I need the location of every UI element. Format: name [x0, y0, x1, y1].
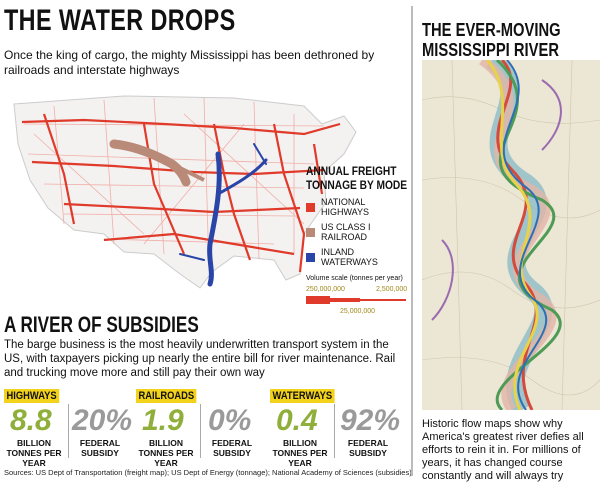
main-title: THE WATER DROPS — [4, 4, 236, 37]
highways-tonnes: 8.8 — [10, 404, 52, 437]
sources-note: Sources: US Dept of Transportation (frei… — [4, 468, 412, 477]
railroad-swatch — [306, 227, 315, 237]
legend-label-highways: NATIONAL HIGHWAYS — [321, 197, 370, 217]
column-divider — [411, 6, 413, 476]
waterways-subsidy-label: FEDERAL SUBSIDY — [347, 438, 389, 458]
scale-bar-large — [306, 296, 330, 304]
mode-label-waterways: WATERWAYS — [270, 389, 335, 403]
scale-250m-label: 250,000,000 — [306, 286, 345, 293]
subsidies-body: The barge business is the most heavily u… — [4, 339, 396, 379]
mode-stats: HIGHWAYS 8.8 BILLION TONNES PER YEAR 20%… — [4, 386, 408, 468]
legend-item-railroad: US CLASS I RAILROAD — [306, 222, 410, 242]
legend-label-waterways: INLAND WATERWAYS — [321, 247, 378, 267]
legend-item-highways: NATIONAL HIGHWAYS — [306, 197, 410, 217]
railroads-separator — [200, 404, 201, 458]
right-panel: THE EVER-MOVING MISSISSIPPI RIVER Histor… — [418, 0, 600, 484]
highways-subsidy: 20% — [72, 404, 133, 437]
highways-subsidy-label: FEDERAL SUBSIDY — [79, 438, 121, 458]
railroads-subsidy-label: FEDERAL SUBSIDY — [211, 438, 253, 458]
mode-waterways: WATERWAYS 0.4 BILLION TONNES PER YEAR 92… — [270, 386, 408, 468]
mode-highways: HIGHWAYS 8.8 BILLION TONNES PER YEAR 20%… — [4, 386, 133, 468]
us-freight-map — [4, 84, 408, 302]
scale-2-5m-label: 2,500,000 — [376, 286, 408, 293]
volume-scale-graphic: 250,000,000 2,500,000 25,000,000 — [306, 284, 410, 320]
scale-25m-label: 25,000,000 — [340, 308, 376, 315]
railroads-tonnes: 1.9 — [142, 404, 184, 437]
scale-bar-small — [360, 299, 406, 301]
mode-label-railroads: RAILROADS — [136, 389, 197, 403]
freight-legend: ANNUAL FREIGHT TONNAGE BY MODE NATIONAL … — [306, 164, 410, 320]
highways-separator — [68, 404, 69, 458]
river-caption: Historic flow maps show why America's gr… — [422, 418, 584, 482]
railroads-tonnes-label: BILLION TONNES PER YEAR — [138, 438, 194, 468]
waterway-swatch — [306, 252, 315, 262]
left-panel: THE WATER DROPS Once the king of cargo, … — [4, 4, 412, 477]
mode-railroads: RAILROADS 1.9 BILLION TONNES PER YEAR 0%… — [136, 386, 264, 468]
river-title: THE EVER-MOVING MISSISSIPPI RIVER — [422, 20, 561, 60]
us-map-graphic — [13, 95, 357, 289]
historic-river-map — [421, 52, 600, 415]
waterways-separator — [334, 404, 335, 458]
volume-scale-title: Volume scale (tonnes per year) — [306, 275, 403, 282]
scale-bar-medium — [330, 298, 360, 302]
waterways-subsidy: 92% — [340, 404, 401, 437]
main-subtitle: Once the king of cargo, the mighty Missi… — [4, 48, 375, 77]
legend-title: ANNUAL FREIGHT TONNAGE BY MODE — [306, 164, 408, 192]
legend-item-waterways: INLAND WATERWAYS — [306, 247, 410, 267]
waterways-tonnes: 0.4 — [276, 404, 318, 437]
volume-scale: Volume scale (tonnes per year) 250,000,0… — [306, 275, 410, 320]
highway-swatch — [306, 202, 315, 212]
mode-label-highways: HIGHWAYS — [4, 389, 60, 403]
subsidies-title: A RIVER OF SUBSIDIES — [4, 312, 199, 337]
highways-tonnes-label: BILLION TONNES PER YEAR — [6, 438, 62, 468]
waterways-tonnes-label: BILLION TONNES PER YEAR — [272, 438, 328, 468]
railroads-subsidy: 0% — [208, 404, 252, 437]
historic-river-map-graphic — [421, 52, 600, 415]
legend-label-railroad: US CLASS I RAILROAD — [321, 222, 371, 242]
